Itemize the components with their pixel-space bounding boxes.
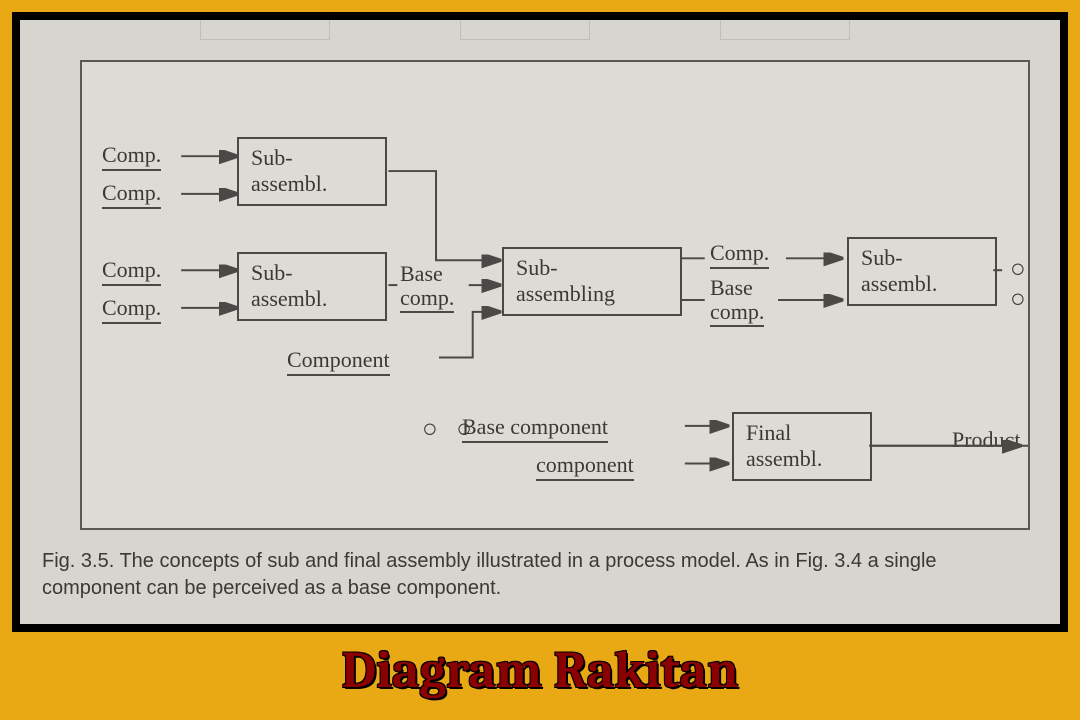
label-base-comp-2: Basecomp. xyxy=(710,276,764,327)
figure-caption: Fig. 3.5. The concepts of sub and final … xyxy=(42,548,1038,602)
node-subassembl-2: Sub-assembl. xyxy=(237,252,387,321)
label-base-comp-1: Basecomp. xyxy=(400,262,454,313)
node-label: Finalassembl. xyxy=(746,420,822,471)
slide-title: Diagram Rakitan xyxy=(0,640,1080,700)
node-label: Sub-assembl. xyxy=(861,245,937,296)
node-final-assembl: Finalassembl. xyxy=(732,412,872,481)
label-comp-5: Comp. xyxy=(710,240,769,269)
node-label: Sub-assembl. xyxy=(251,145,327,196)
node-label: Sub-assembling xyxy=(516,255,615,306)
ghost-box xyxy=(460,20,590,40)
continuation-dots: ○ ○ xyxy=(1010,254,1032,314)
ghost-box xyxy=(720,20,850,40)
continuation-dots: ○ ○ xyxy=(422,414,478,444)
label-base-component-final: Base component xyxy=(462,414,608,443)
label-component: Component xyxy=(287,347,390,376)
label-comp-2: Comp. xyxy=(102,180,161,209)
label-comp-3: Comp. xyxy=(102,257,161,286)
scanned-page: Sub-assembl. Sub-assembl. Sub-assembling… xyxy=(20,20,1060,624)
node-subassembl-1: Sub-assembl. xyxy=(237,137,387,206)
node-subassembl-3: Sub-assembl. xyxy=(847,237,997,306)
node-subassembling: Sub-assembling xyxy=(502,247,682,316)
label-product: Product xyxy=(952,427,1020,453)
label-component-final: component xyxy=(536,452,634,481)
label-comp-4: Comp. xyxy=(102,295,161,324)
label-comp-1: Comp. xyxy=(102,142,161,171)
ghost-box xyxy=(200,20,330,40)
diagram-frame: Sub-assembl. Sub-assembl. Sub-assembling… xyxy=(80,60,1030,530)
node-label: Sub-assembl. xyxy=(251,260,327,311)
slide-frame: Sub-assembl. Sub-assembl. Sub-assembling… xyxy=(12,12,1068,632)
